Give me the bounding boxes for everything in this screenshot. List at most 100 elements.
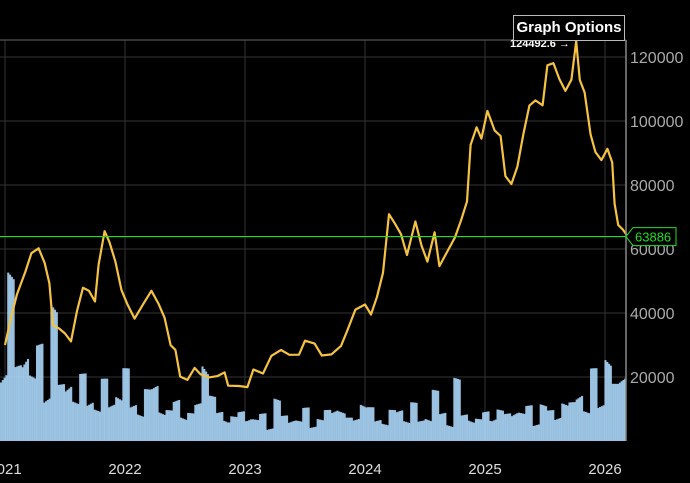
volume-bar xyxy=(388,409,391,441)
volume-bar xyxy=(124,368,127,441)
volume-bar xyxy=(115,397,118,441)
volume-bar xyxy=(226,422,229,441)
volume-bar xyxy=(462,415,465,441)
volume-bar xyxy=(545,406,548,441)
volume-bar xyxy=(428,420,431,441)
volume-bar xyxy=(230,416,233,441)
volume-bar xyxy=(129,407,132,441)
volume-bar xyxy=(244,421,247,441)
volume-bar xyxy=(435,390,438,441)
volume-bar xyxy=(179,417,182,441)
volume-bar xyxy=(528,405,531,441)
volume-bar xyxy=(374,421,377,441)
volume-bar xyxy=(359,404,362,441)
volume-bar xyxy=(219,412,222,441)
volume-bar xyxy=(100,378,103,441)
volume-bar xyxy=(611,383,614,441)
volume-bar xyxy=(277,399,280,441)
volume-bar xyxy=(309,427,312,441)
volume-bar xyxy=(473,422,476,441)
volume-bar xyxy=(579,397,582,441)
volume-bar xyxy=(311,427,314,441)
volume-bar xyxy=(8,274,12,441)
volume-bar xyxy=(518,412,521,441)
volume-bar xyxy=(467,420,470,441)
volume-bar xyxy=(397,411,400,441)
volume-bar xyxy=(352,420,355,441)
volume-bar xyxy=(73,402,76,441)
volume-bar xyxy=(300,421,303,441)
volume-bar xyxy=(410,402,413,441)
volume-bar xyxy=(525,406,528,441)
volume-bar xyxy=(136,414,139,441)
volume-bar xyxy=(192,413,195,441)
volume-bar xyxy=(187,412,190,441)
volume-bar xyxy=(199,403,202,441)
volume-bar xyxy=(233,416,236,441)
volume-bar xyxy=(505,413,508,441)
current-price-label: 63886 xyxy=(635,230,671,245)
volume-bar xyxy=(489,420,492,441)
volume-bar xyxy=(71,401,75,441)
volume-bar xyxy=(496,409,499,441)
volume-bar xyxy=(289,422,292,441)
volume-bar xyxy=(521,413,524,441)
volume-bar xyxy=(307,407,310,441)
volume-bar xyxy=(203,368,206,441)
x-tick-label: 2022 xyxy=(108,461,141,478)
volume-bar xyxy=(255,419,258,441)
volume-bar xyxy=(138,415,141,441)
volume-bar xyxy=(500,410,503,441)
volume-bar xyxy=(568,402,571,441)
volume-bar xyxy=(570,402,573,441)
volume-bar xyxy=(447,425,451,441)
volume-bar xyxy=(392,409,395,441)
volume-bar xyxy=(206,374,209,441)
volume-bar xyxy=(415,402,418,441)
volume-bar xyxy=(536,424,539,441)
volume-bar xyxy=(167,410,170,441)
volume-bar xyxy=(575,399,578,441)
volume-bar xyxy=(377,420,380,441)
volume-bar xyxy=(613,383,616,441)
volume-bar xyxy=(471,422,474,441)
volume-bar xyxy=(194,404,197,441)
volume-bar xyxy=(188,413,191,441)
volume-bar xyxy=(113,404,116,441)
volume-bar xyxy=(23,364,26,441)
volume-bar xyxy=(28,375,31,441)
volume-bar xyxy=(485,411,488,441)
volume-bar xyxy=(102,378,105,441)
volume-bar xyxy=(393,410,397,441)
volume-bar xyxy=(474,418,477,441)
volume-bar xyxy=(284,415,287,441)
y-tick-label: 40000 xyxy=(630,306,675,323)
volume-bar xyxy=(537,424,540,441)
volume-bar xyxy=(30,376,33,441)
volume-bar xyxy=(197,403,200,441)
y-tick-label: 100000 xyxy=(630,114,683,131)
volume-bar xyxy=(118,399,121,441)
volume-bar xyxy=(19,365,22,441)
volume-bar xyxy=(32,377,35,441)
volume-bar xyxy=(588,413,591,441)
volume-bar xyxy=(426,419,429,441)
volume-bar xyxy=(527,405,530,441)
volume-bar xyxy=(44,401,48,441)
x-tick-label: 2021 xyxy=(0,461,22,478)
volume-bar xyxy=(305,407,308,441)
volume-bar xyxy=(543,405,546,441)
volume-bar xyxy=(46,399,49,441)
volume-bar xyxy=(357,419,361,441)
volume-bar xyxy=(64,391,67,441)
graph-options-button[interactable]: Graph Options xyxy=(513,15,625,41)
y-tick-label: 20000 xyxy=(630,370,675,387)
volume-bar xyxy=(10,276,13,441)
volume-bar xyxy=(134,405,138,441)
volume-bar xyxy=(584,411,587,441)
volume-bar xyxy=(280,415,283,441)
volume-bar xyxy=(446,425,449,441)
volume-bar xyxy=(599,407,602,441)
volume-bar xyxy=(516,413,519,441)
volume-bar xyxy=(512,415,515,441)
